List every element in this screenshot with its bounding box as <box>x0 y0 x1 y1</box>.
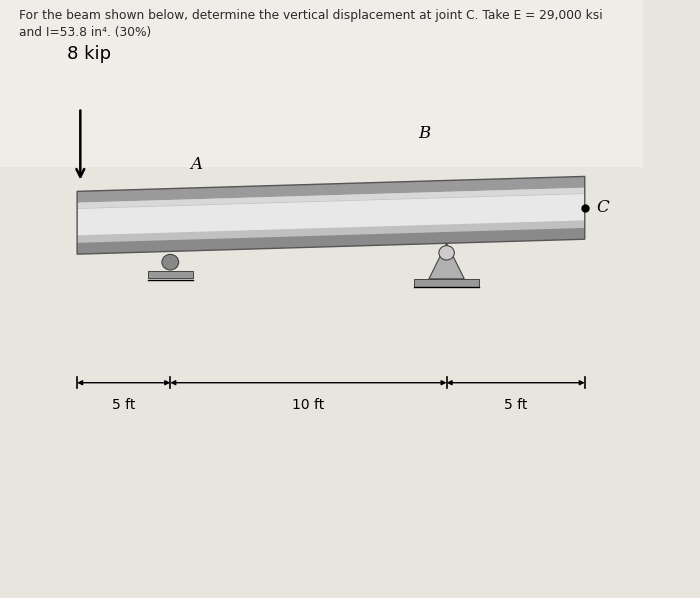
Text: C: C <box>596 199 609 216</box>
Text: A: A <box>190 156 202 173</box>
Polygon shape <box>77 194 584 235</box>
FancyBboxPatch shape <box>414 279 479 286</box>
Polygon shape <box>77 176 584 254</box>
Text: For the beam shown below, determine the vertical displacement at joint C. Take E: For the beam shown below, determine the … <box>20 9 603 22</box>
Polygon shape <box>77 228 584 254</box>
Polygon shape <box>77 188 584 208</box>
Circle shape <box>439 246 454 260</box>
FancyBboxPatch shape <box>148 271 192 278</box>
Text: 10 ft: 10 ft <box>293 398 325 411</box>
Circle shape <box>162 254 178 270</box>
Text: B: B <box>418 125 430 142</box>
Text: 8 kip: 8 kip <box>67 45 111 63</box>
FancyBboxPatch shape <box>0 0 643 167</box>
Text: and I=53.8 in⁴. (30%): and I=53.8 in⁴. (30%) <box>20 26 151 39</box>
Polygon shape <box>77 176 584 203</box>
Text: 5 ft: 5 ft <box>112 398 135 411</box>
Polygon shape <box>429 243 464 279</box>
Text: 5 ft: 5 ft <box>504 398 527 411</box>
